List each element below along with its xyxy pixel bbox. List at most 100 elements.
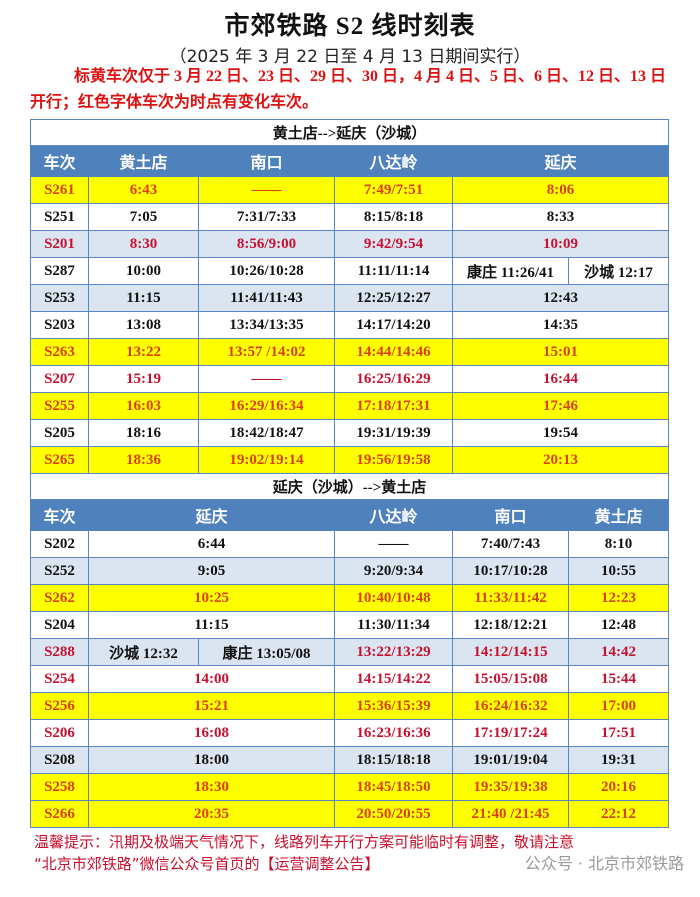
train-number: S254 bbox=[30, 665, 89, 693]
stop-time: 沙城 12:32 bbox=[88, 638, 199, 666]
stop-time: 20:50/20:55 bbox=[334, 800, 453, 828]
column-header: 车次 bbox=[30, 499, 89, 531]
stop-time: 14:35 bbox=[451, 311, 670, 339]
stop-time: 14:15/14:22 bbox=[334, 665, 453, 693]
train-row: S205 18:16 18:42/18:47 19:31/19:39 19:54 bbox=[30, 419, 670, 447]
validity-period: （2025 年 3 月 22 日至 4 月 13 日期间实行） bbox=[169, 47, 531, 67]
stop-time: 16:25/16:29 bbox=[334, 365, 453, 393]
stop-time: 16:24/16:32 bbox=[452, 692, 569, 720]
stop-time: 14:42 bbox=[567, 638, 670, 666]
train-row: S263 13:22 13:57 /14:02 14:44/14:46 15:01 bbox=[30, 338, 670, 366]
stop-time: —— bbox=[334, 530, 453, 558]
stop-time: 8:15/8:18 bbox=[334, 203, 453, 231]
train-row: S251 7:05 7:31/7:33 8:15/8:18 8:33 bbox=[30, 203, 670, 231]
stop-time: 8:33 bbox=[451, 203, 670, 231]
column-header: 八达岭 bbox=[334, 499, 453, 531]
stop-time: 18:36 bbox=[88, 446, 199, 474]
train-number: S201 bbox=[30, 230, 89, 258]
stop-time: 12:48 bbox=[567, 611, 670, 639]
footer: 温馨提示：汛期及极端天气情况下，线路列车开行方案可能临时有调整，敬请注意 “北京… bbox=[34, 831, 684, 875]
train-number: S251 bbox=[30, 203, 89, 231]
column-header: 车次 bbox=[30, 145, 89, 177]
stop-time: 17:51 bbox=[567, 719, 670, 747]
stop-time: 10:26/10:28 bbox=[198, 257, 335, 285]
stop-time: 15:05/15:08 bbox=[452, 665, 569, 693]
stop-time: 13:34/13:35 bbox=[198, 311, 335, 339]
stop-time: 21:40 /21:45 bbox=[452, 800, 569, 828]
stop-time: 19:54 bbox=[451, 419, 670, 447]
stop-time: 18:16 bbox=[88, 419, 199, 447]
timetable-yanqing-to-huangtudian: 延庆（沙城）-->黄土店 车次 延庆 八达岭 南口 黄土店 S202 6:44 —— 7:40/7… bbox=[29, 473, 670, 828]
stop-time: 13:57 /14:02 bbox=[198, 338, 335, 366]
train-row: S206 16:08 16:23/16:36 17:19/17:24 17:51 bbox=[30, 719, 670, 747]
stop-time: 11:11/11:14 bbox=[334, 257, 453, 285]
stop-time: 16:08 bbox=[88, 719, 335, 747]
train-row: S262 10:25 10:40/10:48 11:33/11:42 12:23 bbox=[30, 584, 670, 612]
train-row: S256 15:21 15:36/15:39 16:24/16:32 17:00 bbox=[30, 692, 670, 720]
stop-time: —— bbox=[198, 176, 335, 204]
stop-time: 13:22 bbox=[88, 338, 199, 366]
section-title-row: 延庆（沙城）-->黄土店 bbox=[29, 473, 670, 500]
column-header: 黄土店 bbox=[88, 145, 199, 177]
stop-time: 12:43 bbox=[451, 284, 670, 312]
stop-time: 20:13 bbox=[451, 446, 670, 474]
stop-time: 11:30/11:34 bbox=[334, 611, 453, 639]
stop-time: 17:00 bbox=[567, 692, 670, 720]
stop-time: 11:15 bbox=[88, 611, 335, 639]
stop-time: 18:30 bbox=[88, 773, 335, 801]
stop-time: 10:17/10:28 bbox=[452, 557, 569, 585]
stop-time: 6:43 bbox=[88, 176, 199, 204]
stop-time: 18:42/18:47 bbox=[198, 419, 335, 447]
page-title: 市郊铁路 S2 线时刻表 bbox=[224, 13, 476, 40]
stop-time: 7:49/7:51 bbox=[334, 176, 453, 204]
train-row: S258 18:30 18:45/18:50 19:35/19:38 20:16 bbox=[30, 773, 670, 801]
train-number: S288 bbox=[30, 638, 89, 666]
stop-time: 11:41/11:43 bbox=[198, 284, 335, 312]
stop-time: 16:23/16:36 bbox=[334, 719, 453, 747]
stop-time: 8:06 bbox=[451, 176, 670, 204]
stop-time: 19:01/19:04 bbox=[452, 746, 569, 774]
stop-time: 8:56/9:00 bbox=[198, 230, 335, 258]
train-row: S265 18:36 19:02/19:14 19:56/19:58 20:13 bbox=[30, 446, 670, 474]
train-row: S266 20:35 20:50/20:55 21:40 /21:45 22:12 bbox=[30, 800, 670, 828]
stop-time: 12:25/12:27 bbox=[334, 284, 453, 312]
stop-time: 9:20/9:34 bbox=[334, 557, 453, 585]
stop-time: 17:18/17:31 bbox=[334, 392, 453, 420]
column-header: 延庆 bbox=[451, 145, 670, 177]
stop-time: 13:08 bbox=[88, 311, 199, 339]
stop-time: 14:17/14:20 bbox=[334, 311, 453, 339]
stop-time: 11:15 bbox=[88, 284, 199, 312]
timetables: 黄土店-->延庆（沙城） 车次 黄土店 南口 八达岭 延庆 S261 6:43 —— 7:49/7… bbox=[29, 119, 670, 828]
train-row: S253 11:15 11:41/11:43 12:25/12:27 12:43 bbox=[30, 284, 670, 312]
train-row: S204 11:15 11:30/11:34 12:18/12:21 12:48 bbox=[30, 611, 670, 639]
stop-time: 7:40/7:43 bbox=[452, 530, 569, 558]
train-number: S252 bbox=[30, 557, 89, 585]
stop-time: 16:44 bbox=[451, 365, 670, 393]
train-number: S261 bbox=[30, 176, 89, 204]
stop-time: 17:46 bbox=[451, 392, 670, 420]
train-row: S288 沙城 12:32 康庄 13:05/08 13:22/13:29 14:12/… bbox=[30, 638, 670, 666]
train-row: S208 18:00 18:15/18:18 19:01/19:04 19:31 bbox=[30, 746, 670, 774]
train-number: S287 bbox=[30, 257, 89, 285]
train-number: S263 bbox=[30, 338, 89, 366]
train-number: S206 bbox=[30, 719, 89, 747]
stop-time: 14:00 bbox=[88, 665, 335, 693]
yellow-train-notice: 标黄车次仅于 3 月 22 日、23 日、29 日、30 日，4 月 4 日、5… bbox=[30, 68, 667, 111]
stop-time: —— bbox=[198, 365, 335, 393]
stop-time: 9:05 bbox=[88, 557, 335, 585]
stop-time: 20:16 bbox=[567, 773, 670, 801]
stop-time: 7:05 bbox=[88, 203, 199, 231]
train-number: S207 bbox=[30, 365, 89, 393]
stop-time: 19:35/19:38 bbox=[452, 773, 569, 801]
train-number: S256 bbox=[30, 692, 89, 720]
stop-time: 18:00 bbox=[88, 746, 335, 774]
section-title: 延庆（沙城）-->黄土店 bbox=[29, 473, 670, 500]
stop-time: 12:18/12:21 bbox=[452, 611, 569, 639]
stop-time: 康庄 11:26/41 bbox=[452, 257, 569, 285]
column-header: 南口 bbox=[452, 499, 569, 531]
section-title: 黄土店-->延庆（沙城） bbox=[29, 119, 670, 146]
stop-time: 16:29/16:34 bbox=[198, 392, 335, 420]
train-number: S202 bbox=[30, 530, 89, 558]
train-number: S253 bbox=[30, 284, 89, 312]
footer-tip-line2: “北京市郊铁路”微信公众号首页的【运营调整公告】 bbox=[34, 855, 380, 873]
